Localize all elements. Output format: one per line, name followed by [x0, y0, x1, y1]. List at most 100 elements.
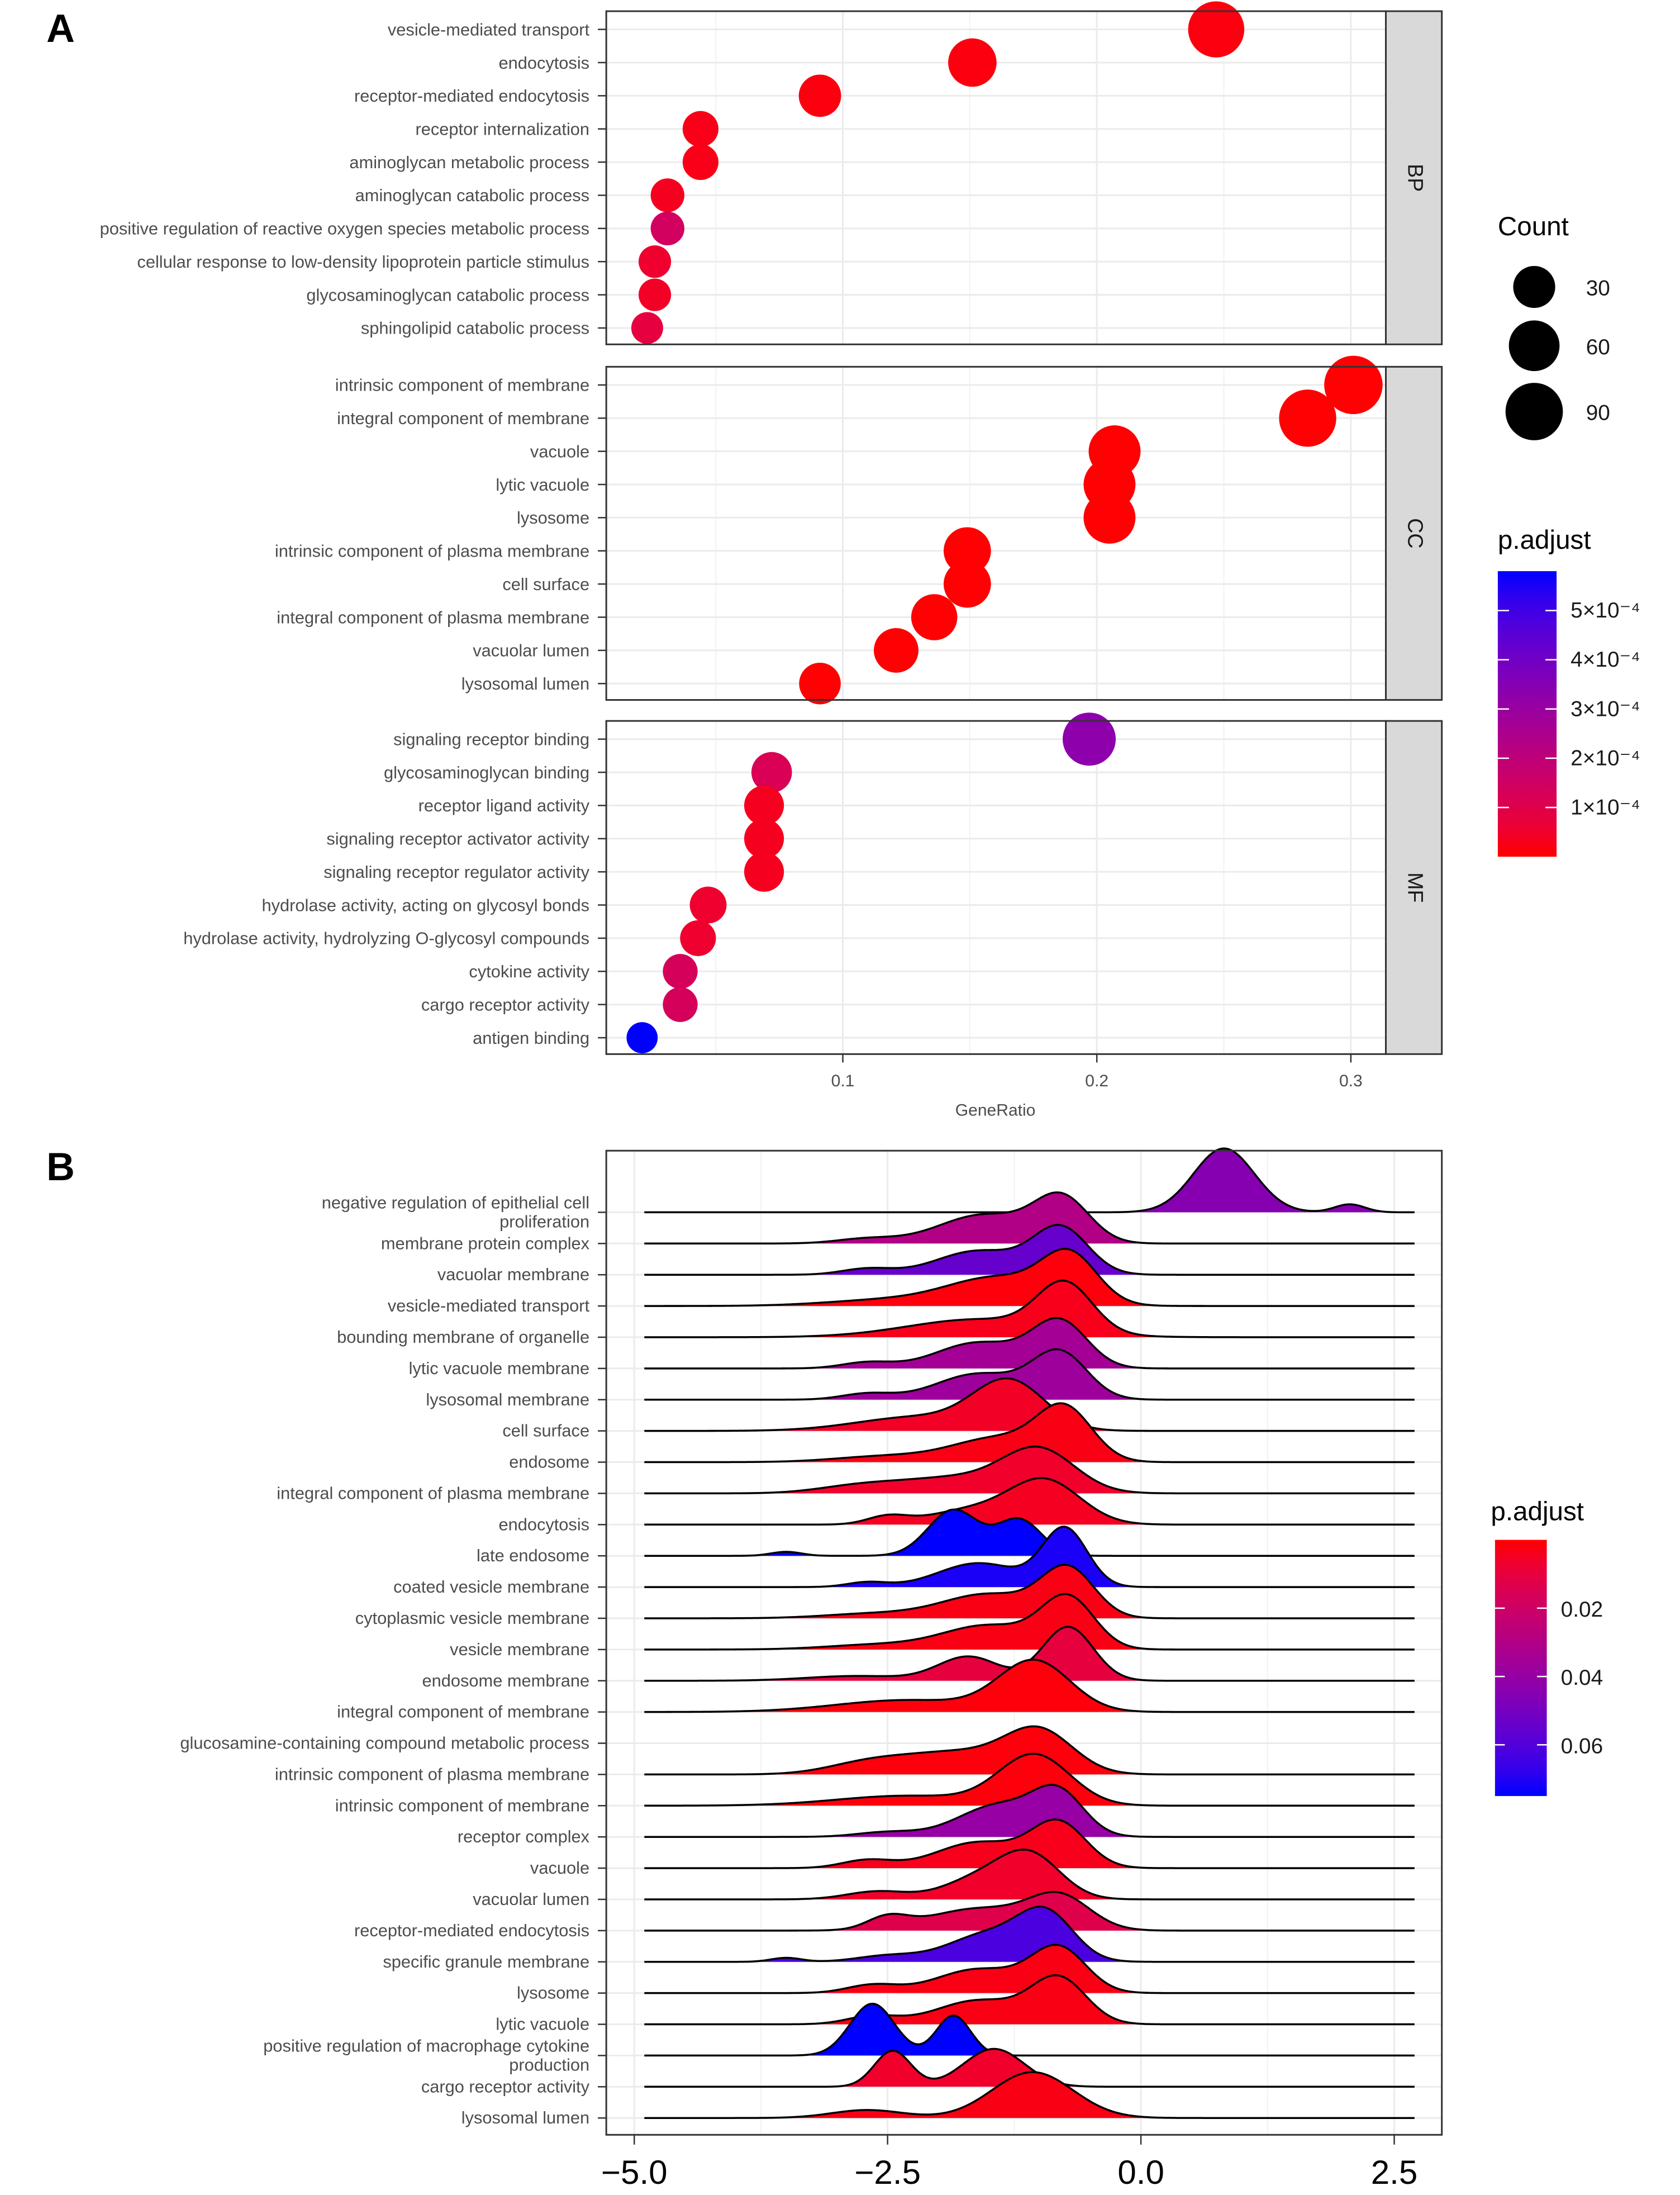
ridge-density-line — [644, 1906, 1415, 1963]
x-tick-label: −2.5 — [854, 2154, 921, 2191]
legend-label: 5×10⁻⁴ — [1570, 598, 1640, 623]
row-label: endosome membrane — [422, 1671, 607, 1690]
dot-plot-panel: vesicle-mediated transport endocytosis rec… — [100, 1, 1640, 1120]
term-label: negative regulation of epithelial cell — [322, 1193, 589, 1213]
term-label: receptor-mediated endocytosis — [354, 1921, 589, 1940]
term-dot — [943, 560, 991, 608]
term-label: glucosamine-containing compound metaboli… — [180, 1733, 589, 1753]
ridge-density-line — [644, 2047, 1415, 2088]
term-label: production — [509, 2055, 589, 2074]
ridge-density-fill — [644, 1509, 1415, 1556]
ridge-density-fill — [644, 1192, 1415, 1244]
term-label: coated vesicle membrane — [393, 1577, 589, 1597]
term-label: receptor internalization — [416, 119, 590, 139]
term-label: receptor-mediated endocytosis — [354, 86, 589, 106]
term-dot — [744, 819, 784, 859]
term-dot — [1279, 389, 1336, 447]
row-label: cytoplasmic vesicle membrane — [355, 1608, 607, 1628]
legend-label: 0.02 — [1561, 1598, 1603, 1622]
ridge-density-line — [644, 1564, 1415, 1619]
term-label: aminoglycan metabolic process — [349, 153, 589, 172]
term-dot — [744, 852, 784, 892]
term-label: integral component of membrane — [337, 1702, 589, 1722]
term-label: endocytosis — [498, 1514, 589, 1534]
ridge-density-fill — [644, 1754, 1415, 1806]
term-dot — [874, 628, 918, 673]
ridge-density-fill — [644, 1478, 1415, 1525]
legend-label: 4×10⁻⁴ — [1570, 648, 1640, 672]
row-label: vacuole — [530, 1858, 607, 1878]
ridge-density-fill — [644, 1945, 1415, 1993]
ridge-density-line — [644, 2071, 1415, 2119]
p-adjust-legend: p.adjust 0.02 0.04 0.06 — [1491, 1497, 1603, 1797]
row-label: receptor-mediated endocytosis — [354, 1921, 607, 1940]
ridge-density-line — [644, 1317, 1415, 1370]
term-label: cellular response to low-density lipopro… — [137, 252, 589, 272]
term-dot — [650, 211, 684, 246]
term-dot — [638, 278, 672, 311]
term-label: late endosome — [477, 1546, 589, 1565]
term-dot — [663, 987, 698, 1022]
row-label: intrinsic component of plasma membrane — [275, 1764, 607, 1784]
ridge-density-fill — [644, 2003, 1415, 2056]
row-label: positive regulation of macrophage cytoki… — [263, 2036, 607, 2074]
ridge-density-line — [644, 1593, 1415, 1651]
term-label: signaling receptor binding — [393, 729, 589, 749]
facet-strip — [1384, 365, 1443, 701]
panel-label-b: B — [46, 1145, 75, 1189]
row-label: vesicle membrane — [450, 1640, 607, 1659]
term-label: vacuolar lumen — [473, 1889, 589, 1909]
term-label: lytic vacuole — [496, 475, 589, 495]
term-label: intrinsic component of membrane — [335, 376, 589, 395]
ridge-density-line — [644, 1445, 1415, 1495]
ridge-density-line — [644, 1974, 1415, 2026]
row-label: lytic vacuole membrane — [409, 1358, 607, 1378]
term-label: cell surface — [502, 1421, 589, 1441]
row-label: intrinsic component of membrane — [335, 1795, 607, 1815]
row-label: cell surface — [502, 1421, 607, 1441]
legend-label: 0.06 — [1561, 1734, 1603, 1758]
ridge-density-fill — [644, 1148, 1415, 1213]
term-label: positive regulation of macrophage cytoki… — [263, 2036, 589, 2056]
ridge-density-line — [644, 1944, 1415, 1994]
term-label: endosome — [509, 1452, 589, 1472]
ridge-density-line — [644, 1224, 1415, 1276]
ridge-density-line — [644, 1279, 1415, 1338]
row-label: late endosome — [477, 1546, 607, 1565]
ridge-density-fill — [644, 2072, 1415, 2118]
row-label: vacuolar lumen — [473, 1889, 607, 1909]
term-label: vacuole — [530, 441, 589, 461]
term-label: vesicle-mediated transport — [388, 1296, 590, 1315]
row-label: lysosome — [517, 1983, 607, 2003]
term-label: receptor ligand activity — [418, 796, 590, 815]
term-dot — [650, 178, 684, 212]
term-dot — [751, 752, 792, 793]
term-label: hydrolase activity, acting on glycosyl b… — [261, 895, 589, 915]
ridge-density-line — [644, 1890, 1415, 1932]
ridge-density-fill — [644, 1726, 1415, 1775]
term-label: positive regulation of reactive oxygen s… — [100, 219, 589, 239]
term-label: lytic vacuole — [496, 2015, 589, 2034]
ridge-density-fill — [644, 1819, 1415, 1869]
ridge-density-fill — [644, 1349, 1415, 1400]
row-label: specific granule membrane — [383, 1952, 607, 1971]
panel-border — [605, 1149, 1443, 2136]
term-label: aminoglycan catabolic process — [355, 186, 589, 205]
term-label: receptor complex — [458, 1827, 590, 1846]
term-dot — [663, 954, 698, 989]
row-label: integral component of plasma membrane — [277, 1483, 607, 1503]
ridge-density-line — [644, 1659, 1415, 1713]
legend-label: 1×10⁻⁴ — [1570, 796, 1640, 820]
term-label: signaling receptor regulator activity — [323, 862, 589, 882]
ridge-density-fill — [644, 1318, 1415, 1369]
term-label: intrinsic component of plasma membrane — [275, 1764, 589, 1784]
term-label: integral component of plasma membrane — [277, 1483, 589, 1503]
term-label: bounding membrane of organelle — [337, 1327, 589, 1347]
term-dot — [1188, 1, 1245, 58]
term-label: cargo receptor activity — [421, 995, 590, 1014]
legend-label: 3×10⁻⁴ — [1570, 697, 1640, 721]
row-label: coated vesicle membrane — [393, 1577, 607, 1597]
term-label: hydrolase activity, hydrolyzing O-glycos… — [183, 929, 589, 948]
facet-strip-label: BP — [1404, 164, 1427, 192]
term-label: sphingolipid catabolic process — [361, 319, 589, 338]
